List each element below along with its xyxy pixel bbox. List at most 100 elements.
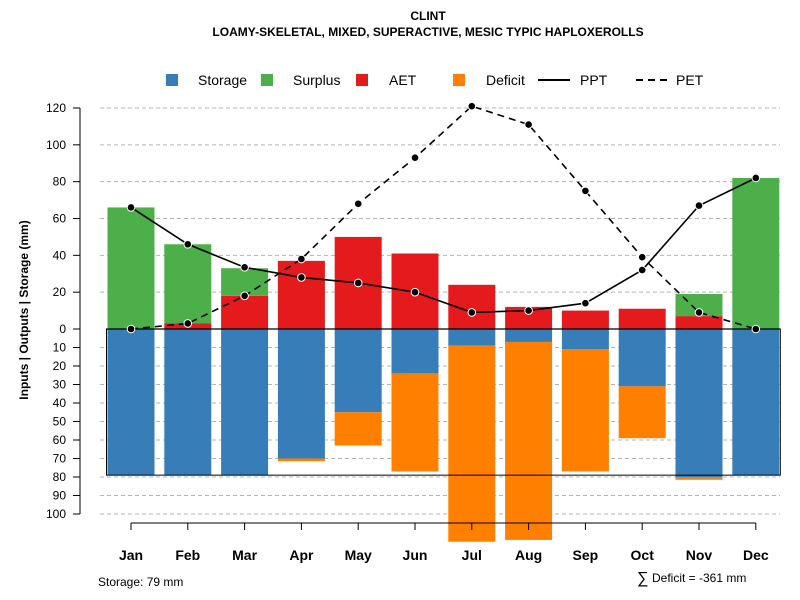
- deficit-footnote: Deficit = -361 mm: [652, 571, 746, 585]
- storage-footnote: Storage: 79 mm: [98, 575, 183, 589]
- lines: [126, 101, 761, 334]
- aet-bar: [675, 316, 723, 329]
- deficit-bar: [334, 412, 382, 446]
- pet-point: [183, 319, 193, 328]
- y-tick-label: 40: [53, 396, 67, 410]
- y-axis-label: Inputs | Outputs | Storage (mm): [17, 220, 31, 399]
- y-tick-label: 40: [53, 248, 67, 262]
- surplus-bar: [107, 207, 155, 329]
- month-label: Jan: [119, 547, 143, 563]
- legend: Storage Surplus AET Deficit PPT PET: [166, 72, 704, 88]
- pet-point: [751, 324, 761, 334]
- aet-bar: [618, 308, 666, 329]
- pet-point: [126, 324, 136, 334]
- y-tick-label: 80: [53, 470, 67, 484]
- pet-point: [694, 308, 704, 317]
- storage-bar: [732, 329, 780, 476]
- y-tick-label: 10: [53, 341, 67, 355]
- ppt-point: [183, 239, 193, 249]
- storage-bar: [391, 329, 439, 374]
- ppt-point: [694, 201, 704, 210]
- y-tick-label: 60: [53, 212, 67, 226]
- gridlines: [100, 107, 780, 515]
- deficit-bar: [675, 477, 723, 480]
- ppt-point: [467, 308, 477, 317]
- y-tick-label: 100: [46, 507, 66, 521]
- surplus-bar: [732, 177, 780, 329]
- y-tick-label: 0: [59, 322, 66, 336]
- y-tick-label: 20: [53, 359, 67, 373]
- month-label: Apr: [289, 547, 314, 563]
- y-tick-labels: 0 20 40 60 80 100 120 10 20 30 40 50 60 70 80 90 100: [46, 101, 66, 521]
- deficit-bar: [448, 345, 496, 542]
- deficit-bar: [618, 386, 666, 439]
- pet-point: [297, 254, 306, 264]
- legend-swatch-deficit: [453, 74, 465, 86]
- surplus-bar: [164, 244, 212, 324]
- legend-swatch-surplus: [261, 74, 273, 86]
- aet-bar: [561, 310, 609, 329]
- ppt-point: [240, 263, 249, 272]
- storage-bar: [505, 329, 553, 342]
- storage-bar: [221, 329, 269, 476]
- bars: [107, 177, 780, 542]
- y-tick-label: 70: [53, 452, 67, 466]
- legend-label-surplus: Surplus: [293, 72, 340, 88]
- pet-point: [410, 153, 420, 163]
- x-tick-labels: Jan Feb Mar Apr May Jun Jul Aug Sep Oct Nov Dec: [119, 547, 769, 563]
- legend-label-deficit: Deficit: [486, 72, 525, 88]
- month-label: Sep: [573, 547, 599, 563]
- ppt-point: [637, 265, 647, 275]
- pet-point: [581, 186, 590, 196]
- month-label: Nov: [686, 547, 713, 563]
- legend-swatch-aet: [356, 74, 368, 86]
- y-tick-label: 120: [46, 101, 66, 115]
- legend-swatch-storage: [166, 74, 178, 86]
- ppt-point: [581, 298, 590, 308]
- y-tick-label: 30: [53, 378, 67, 392]
- surplus-bar: [221, 268, 269, 296]
- y-tick-label: 90: [53, 489, 67, 503]
- pet-point: [240, 291, 249, 301]
- sum-symbol: ∑: [637, 570, 648, 587]
- y-tick-label: 80: [53, 175, 67, 189]
- ppt-point: [751, 173, 761, 183]
- storage-bar: [618, 329, 666, 387]
- month-label: Jul: [462, 547, 482, 563]
- y-tick-label: 20: [53, 285, 67, 299]
- pet-line: [130, 105, 757, 330]
- pet-point: [353, 199, 363, 209]
- y-tick-label: 50: [53, 415, 67, 429]
- legend-label-aet: AET: [389, 72, 417, 88]
- pet-point: [467, 101, 477, 111]
- y-tick-label: 60: [53, 433, 67, 447]
- deficit-bar: [561, 349, 609, 472]
- month-label: Jun: [403, 547, 428, 563]
- storage-bar: [107, 329, 155, 476]
- ppt-point: [410, 287, 420, 297]
- month-label: Oct: [631, 547, 655, 563]
- ppt-point: [126, 203, 136, 212]
- surplus-bar: [675, 294, 723, 317]
- legend-label-pet: PET: [676, 72, 704, 88]
- legend-label-storage: Storage: [198, 72, 247, 88]
- ppt-point: [353, 278, 363, 288]
- deficit-bar: [277, 458, 325, 462]
- storage-bar: [675, 329, 723, 477]
- month-label: Mar: [232, 547, 257, 563]
- aet-bar: [277, 260, 325, 329]
- pet-point: [637, 252, 647, 262]
- ppt-point: [524, 306, 533, 315]
- storage-bar: [277, 329, 325, 459]
- chart-title: CLINT: [410, 9, 446, 23]
- legend-label-ppt: PPT: [580, 72, 608, 88]
- month-label: Aug: [515, 547, 542, 563]
- storage-bar: [334, 329, 382, 413]
- storage-bar: [561, 329, 609, 350]
- y-tick-label: 100: [46, 138, 66, 152]
- ppt-point: [297, 273, 306, 282]
- axes: [73, 107, 781, 530]
- chart-subtitle: LOAMY-SKELETAL, MIXED, SUPERACTIVE, MESI…: [212, 25, 643, 39]
- month-label: May: [345, 547, 372, 563]
- deficit-bar: [391, 373, 439, 472]
